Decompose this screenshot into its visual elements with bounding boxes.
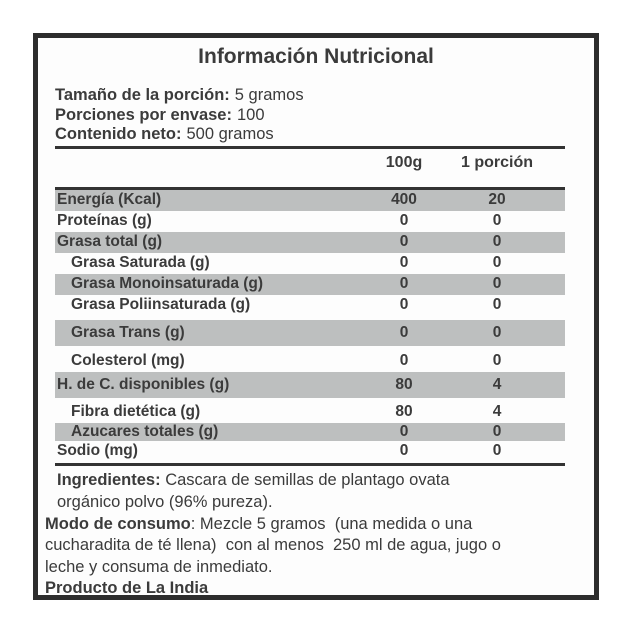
column-headers: 100g 1 porción <box>55 149 565 186</box>
servings-per-container-line: Porciones por envase: 100 <box>55 106 565 126</box>
value-per-100g: 400 <box>391 191 417 208</box>
usage-label: Modo de consumo <box>45 514 191 533</box>
value-per-portion: 4 <box>492 375 502 393</box>
value-per-100g: 0 <box>399 323 409 341</box>
nutrient-label: Grasa Monoinsaturada (g) <box>71 275 264 292</box>
value-per-portion: 0 <box>492 233 502 250</box>
value-per-100g: 80 <box>395 403 413 420</box>
table-row-grasa-total: Grasa total (g) 0 0 <box>55 231 565 253</box>
label-title: Información Nutricional <box>198 45 434 68</box>
nutrition-label: Información Nutricional Tamaño de la por… <box>33 33 599 600</box>
net-content-value: 500 gramos <box>186 125 274 143</box>
table-row-grasa-saturada: Grasa Saturada (g) 0 0 <box>55 253 565 274</box>
value-per-portion: 0 <box>492 422 502 440</box>
net-content-line: Contenido neto: 500 gramos <box>55 125 565 145</box>
value-per-100g: 0 <box>399 296 409 313</box>
value-per-100g: 0 <box>399 233 409 250</box>
value-per-100g: 0 <box>399 254 409 271</box>
column-header-spacer <box>55 154 379 186</box>
table-row-grasa-poliinsaturada: Grasa Poliinsaturada (g) 0 0 <box>55 295 565 316</box>
net-content-label: Contenido neto: <box>55 125 182 143</box>
table-row-grasa-monoinsaturada: Grasa Monoinsaturada (g) 0 0 <box>55 273 565 295</box>
value-per-100g: 0 <box>399 442 409 459</box>
divider-top <box>55 145 565 149</box>
nutrition-table: Energía (Kcal) 400 20 Proteínas (g) 0 0 … <box>55 189 565 462</box>
serving-size-value: 5 gramos <box>234 86 304 104</box>
value-per-100g: 0 <box>399 212 409 229</box>
nutrient-label: Grasa Trans (g) <box>71 323 185 341</box>
ingredients-text: Cascara de semillas de plantago ovata or… <box>57 470 455 511</box>
value-per-portion: 4 <box>492 403 502 420</box>
usage-text: : Mezcle 5 gramos (una medida o una cuch… <box>45 514 506 576</box>
serving-info: Tamaño de la porción: 5 gramos Porciones … <box>55 86 565 145</box>
nutrient-label: Grasa Poliinsaturada (g) <box>71 296 251 313</box>
value-per-100g: 80 <box>395 375 413 393</box>
serving-size-line: Tamaño de la porción: 5 gramos <box>55 86 565 106</box>
servings-per-container-label: Porciones por envase: <box>55 105 232 124</box>
nutrient-label: Grasa total (g) <box>57 233 163 250</box>
value-per-100g: 0 <box>399 275 409 292</box>
value-per-portion: 0 <box>492 275 502 292</box>
table-row-grasa-trans: Grasa Trans (g) 0 0 <box>55 319 565 346</box>
origin-text: Producto de La India <box>45 579 209 597</box>
nutrient-label: Sodio (mg) <box>57 442 138 459</box>
table-row-fibra: Fibra dietética (g) 80 4 <box>55 402 565 423</box>
nutrient-label: Grasa Saturada (g) <box>71 254 210 271</box>
divider-header <box>55 186 565 190</box>
nutrient-label: Azucares totales (g) <box>71 422 219 440</box>
table-row-azucares: Azucares totales (g) 0 0 <box>55 422 565 441</box>
divider-bottom <box>55 462 565 466</box>
value-per-portion: 0 <box>492 212 502 229</box>
ingredients-paragraph: Ingredientes: Cascara de semillas de pla… <box>57 469 507 513</box>
nutrient-label: Fibra dietética (g) <box>71 403 201 420</box>
usage-paragraph: Modo de consumo: Mezcle 5 gramos (una me… <box>45 514 537 579</box>
ingredients-label: Ingredientes: <box>57 470 161 489</box>
nutrient-label: Proteínas (g) <box>57 212 152 229</box>
value-per-portion: 0 <box>492 442 502 459</box>
value-per-portion: 0 <box>492 254 502 271</box>
table-row-sodio: Sodio (mg) 0 0 <box>55 441 565 462</box>
table-row-proteinas: Proteínas (g) 0 0 <box>55 211 565 232</box>
table-row-colesterol: Colesterol (mg) 0 0 <box>55 350 565 372</box>
nutrient-label: Colesterol (mg) <box>71 351 185 369</box>
serving-size-label: Tamaño de la porción: <box>55 86 230 104</box>
nutrient-label: Energía (Kcal) <box>57 191 162 208</box>
value-per-portion: 0 <box>492 323 502 341</box>
value-per-portion: 20 <box>488 191 506 208</box>
table-row-carbohidratos: H. de C. disponibles (g) 80 4 <box>55 371 565 398</box>
value-per-100g: 0 <box>399 351 409 369</box>
value-per-portion: 0 <box>492 351 502 369</box>
value-per-portion: 0 <box>492 296 502 313</box>
value-per-100g: 0 <box>399 422 409 440</box>
nutrient-label: H. de C. disponibles (g) <box>57 375 230 393</box>
column-header-100g: 100g <box>385 153 423 171</box>
table-row-energia: Energía (Kcal) 400 20 <box>55 189 565 211</box>
column-header-porcion: 1 porción <box>460 153 533 171</box>
servings-per-container-value: 100 <box>236 105 265 124</box>
